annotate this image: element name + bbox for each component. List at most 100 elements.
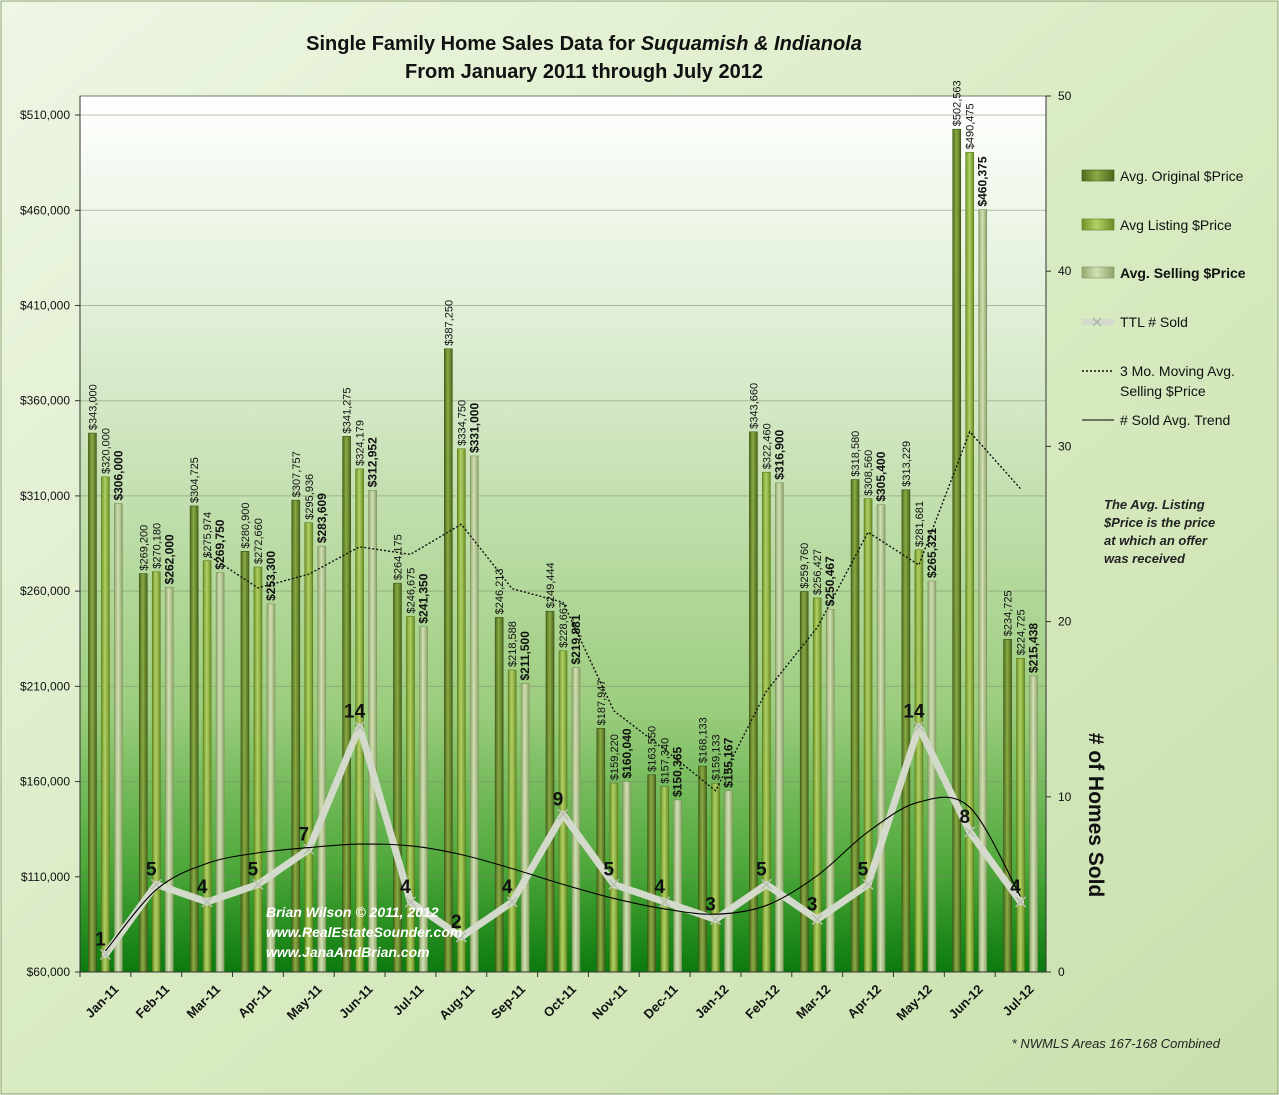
bar-selling-price [673,799,682,973]
bar-original-price [291,499,301,973]
sold-point-marker [150,878,162,890]
bar-original-price [138,573,148,973]
sold-count-label: 14 [344,702,366,723]
bar-data-label: $159,133 [711,734,723,780]
sold-point-marker [659,896,671,908]
legend-label: Avg Listing $Price [1120,217,1232,233]
legend-label: 3 Mo. Moving Avg. [1120,363,1235,379]
bar-data-label: $168,133 [698,717,710,763]
bar-data-label: $341,275 [342,387,354,433]
sold-count-label: 5 [248,859,259,880]
legend-swatch [1081,266,1115,279]
bar-selling-price [419,626,428,973]
y-tick-label: $60,000 [27,965,71,979]
y2-tick-label: 0 [1058,965,1065,979]
bar-listing-price [711,782,720,973]
chart-title-prefix: Single Family Home Sales Data for [306,33,641,55]
sold-point-marker [99,948,111,961]
y-tick-label: $510,000 [20,108,70,122]
bar-listing-price [1016,658,1025,973]
sold-count-label: 5 [858,859,869,880]
y2-tick-label: 20 [1058,615,1072,629]
sold-trend-line [104,796,1022,952]
sold-point-marker [252,878,264,890]
y2-tick-label: 50 [1058,89,1072,103]
bar-data-label: $304,725 [189,457,201,503]
y-tick-label: $260,000 [20,584,70,598]
bar-data-label: $253,300 [264,551,278,601]
bar-selling-price [215,572,225,973]
annotation-line: $Price is the price [1103,515,1215,530]
bar-data-label: $160,040 [620,728,634,778]
bar-selling-price [724,790,733,973]
legend-swatch [1081,218,1115,231]
bar-original-price [240,551,250,973]
annotation-note: The Avg. Listing $Price is the price at … [1103,497,1215,566]
bar-data-label: $211,500 [518,631,532,681]
bar-data-label: $219,881 [569,614,583,664]
annotation-line: was received [1104,551,1186,566]
y2-tick-label: 40 [1058,264,1072,278]
legend-label: TTL # Sold [1120,314,1188,330]
bar-selling-price [825,608,835,973]
sold-point-marker [709,913,722,925]
y-tick-label: $110,000 [21,870,70,884]
bar-data-label: $490,475 [965,103,977,149]
bar-original-price [698,765,707,973]
bar-selling-price [1029,675,1038,973]
bar-data-label: $270,180 [151,523,163,569]
y-tick-label: $310,000 [20,489,70,503]
bar-data-label: $250,467 [823,556,837,606]
bar-original-price [494,617,504,973]
bar-selling-price [571,667,581,973]
sold-point-marker [404,896,417,908]
bar-data-label: $275,974 [202,512,214,558]
y2-axis: 0 10 20 30 40 50 [1045,89,1072,979]
moving-average-line [206,430,1022,792]
bar-original-price [952,128,962,973]
watermark-line: www.RealEstateSounder.com [266,924,462,940]
bar-listing-price [253,566,263,973]
bar-selling-price [876,504,886,973]
chart-title-italic: Suquamish & Indianola [641,33,862,55]
bar-data-label: $157,340 [660,738,672,784]
legend-label: # Sold Avg. Trend [1120,412,1230,428]
sold-point-marker [1015,896,1027,908]
bar-data-label: $265,321 [925,528,939,578]
sold-count-label: 4 [197,877,208,898]
sold-count-label: 14 [903,702,925,723]
bar-data-label: $502,563 [952,80,964,126]
sold-count-label: 9 [553,789,564,810]
bar-data-label: $224,725 [1016,609,1028,655]
bar-data-label: $343,660 [748,383,760,429]
sold-point-marker [913,721,925,733]
bar-selling-price [927,580,937,973]
watermark-line: Brian Wilson © 2011, 2012 [266,904,439,920]
bar-data-label: $280,900 [240,502,252,548]
y2-tick-label: 10 [1058,790,1072,804]
bar-data-label: $264,175 [392,534,404,580]
bar-data-label: $334,750 [456,400,468,446]
bar-original-price [444,348,453,973]
bar-data-label: $249,444 [545,562,557,608]
bar-data-label: $460,375 [976,156,990,206]
bar-listing-price [507,669,517,973]
bar-data-label: $322,460 [761,423,773,469]
bar-data-label: $262,000 [162,534,176,584]
bar-data-label: $283,609 [315,493,329,543]
sold-point-marker [557,808,569,820]
sold-count-label: 4 [400,877,411,898]
watermark: Brian Wilson © 2011, 2012 www.RealEstate… [266,904,462,960]
annotation-line: The Avg. Listing [1104,497,1205,512]
bar-data-label: $343,000 [87,384,99,430]
bar-listing-price [914,549,924,973]
bar-original-price [901,489,911,973]
bar-listing-price [101,476,110,973]
bar-selling-price [622,781,632,973]
sold-point-marker [303,843,315,855]
bar-data-label: $308,560 [863,450,875,496]
sold-count-label: 4 [502,877,513,898]
annotation-line: at which an offer [1104,533,1208,548]
y-tick-label: $460,000 [20,203,70,217]
watermark-line: www.JanaAndBrian.com [266,944,430,960]
